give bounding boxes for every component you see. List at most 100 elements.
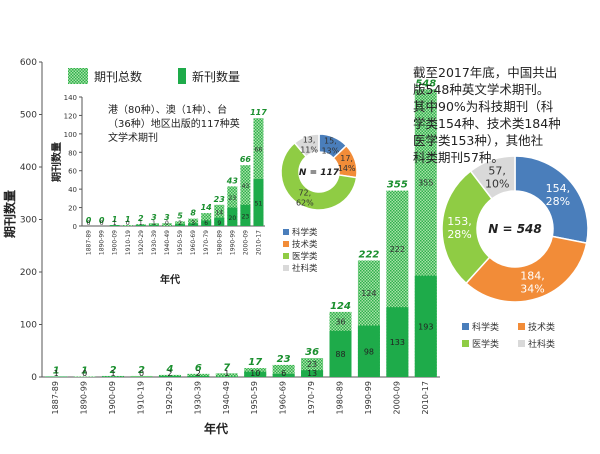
legend-label: 科学类 [472,321,499,333]
data-label-new: 6 [204,220,208,227]
x-tick-label: 1940-49 [164,230,171,255]
data-label-new: 2 [196,369,201,378]
y-tick-label: 60 [68,168,77,176]
legend-swatch [518,340,525,347]
bar-total [215,373,238,377]
bar-total [175,221,186,226]
bar-new [214,217,225,226]
legend-swatch [283,241,289,247]
x-tick-label: 1890-99 [99,230,106,255]
x-tick-label: 1930-39 [193,381,202,414]
data-label-new: 1 [152,220,156,227]
bar-new [215,376,238,377]
data-label-new: 0 [82,369,87,378]
y-tick-label: 40 [68,186,77,194]
pie-slice [280,141,358,211]
y-tick-label: 20 [68,205,77,213]
bar-total [122,225,133,226]
x-tick-label: 2010-17 [255,230,262,255]
pie-center-label: N = 117 [299,168,340,178]
x-tick-label: 1950-59 [250,381,259,414]
data-label-new: 13 [307,369,317,378]
legend-swatch [283,265,289,271]
y-tick-label: 200 [20,268,37,278]
data-label-new: 193 [418,322,433,331]
data-label-new: 1 [54,369,59,378]
main-bar-chart: 0100200300400500600111887-89101890-99211… [2,58,440,436]
data-label-new: 51 [255,201,263,208]
data-label-total: 5 [177,211,183,220]
data-label-inner: 66 [255,147,263,154]
bar-total [214,204,225,226]
slice-percent-label: 10% [485,177,509,190]
data-label-new: 10 [250,369,260,378]
note-line: 科类期刊57种。 [413,150,504,165]
bar-new [329,330,352,377]
x-tick-label: 1980-89 [336,381,345,414]
slice-percent-label: 13% [321,146,339,155]
legend-swatch [518,323,525,330]
legend-label: 技术类 [292,239,318,250]
slice-value-label: 153, [447,215,472,228]
data-label-total: 7 [223,362,230,373]
x-tick-label: 1887-89 [51,381,60,414]
data-label-total: 3 [151,213,157,222]
x-tick-label: 1900-09 [112,230,119,255]
y-tick-label: 100 [20,321,37,331]
data-label-new: 20 [229,215,237,222]
x-tick-label: 2010-17 [421,381,430,414]
note-line: 其中90%为科技期刊（科 [413,99,554,114]
data-label-new: 1 [111,369,116,378]
data-label-total: 1 [81,365,88,376]
legend-swatch-total [68,68,88,84]
legend-swatch-new [178,68,186,84]
bar-total [148,223,159,226]
bar-new [414,275,437,377]
bar-new [386,307,409,377]
data-label-new: 0 [139,369,144,378]
y-tick-label: 300 [20,216,37,226]
data-label-total: 1 [125,215,131,224]
data-label-inner: 14 [215,209,223,216]
bar-total [161,223,172,226]
x-axis-title: 年代 [160,273,180,286]
data-label-inner: 124 [361,289,376,298]
data-label-total: 23 [277,354,291,365]
x-tick-label: 1900-09 [108,381,117,414]
note-line: 截至2017年底，中国共出 [413,65,558,80]
data-label-new: 3 [191,220,195,227]
data-label-new: 0 [87,220,91,227]
bar-new [201,220,212,226]
legend-label-total: 期刊总数 [94,69,142,84]
data-label-total: 43 [226,176,239,185]
x-tick-label: 1940-49 [222,381,231,414]
bar-total [201,213,212,226]
data-label-total: 23 [214,195,226,204]
inset-title-line: 文学术期刊 [108,131,158,144]
data-label-new: 23 [242,213,250,220]
data-label-total: 3 [164,213,170,222]
y-tick-label: 100 [64,131,77,139]
data-label-total: 8 [190,209,196,218]
bar-total [227,186,238,226]
pie-center-label: N = 548 [488,222,542,236]
x-tick-label: 1910-19 [137,381,146,414]
pie-slice [514,155,589,245]
x-tick-label: 2000-09 [392,381,401,414]
y-tick-label: 400 [20,163,37,173]
slice-value-label: 72, [298,188,311,197]
bar-new [272,373,295,377]
y-tick-label: 600 [20,58,37,68]
slice-percent-label: 14% [338,164,356,173]
x-tick-label: 1950-59 [177,230,184,255]
legend-label: 医学类 [472,338,499,350]
note-line: 版548种英文学术期刊。 [413,82,550,97]
data-label-new: 1 [139,220,143,227]
data-label-new: 88 [335,350,345,359]
pie-slice [293,133,320,158]
data-label-total: 117 [250,108,267,117]
x-tick-label: 1980-89 [216,230,223,255]
